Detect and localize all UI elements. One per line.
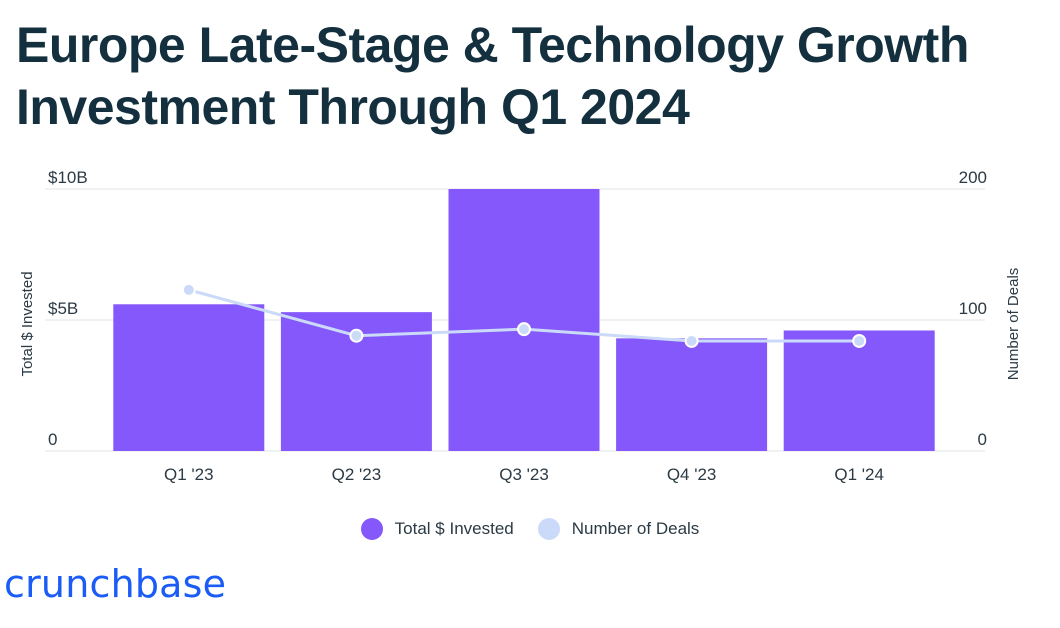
legend-label-invested: Total $ Invested xyxy=(394,519,514,538)
bar xyxy=(783,330,935,451)
deals-point xyxy=(349,328,364,343)
legend-item-deals[interactable]: Number of Deals xyxy=(537,518,700,540)
combo-chart: 0 $5B $10B 0 100 200 Total $ Invested Number of… xyxy=(19,168,1022,484)
deals-point xyxy=(517,322,531,337)
y-right-tick-label: 100 xyxy=(959,299,987,318)
y-left-axis-title: Total $ Invested xyxy=(19,271,36,376)
deals-point xyxy=(181,282,196,297)
legend-label-deals: Number of Deals xyxy=(571,519,700,538)
x-tick-label: Q1 '23 xyxy=(164,465,214,484)
deals-point xyxy=(852,333,867,348)
y-right-tick-label: 200 xyxy=(959,168,987,187)
line-series xyxy=(181,282,867,348)
y-right-axis-title: Number of Deals xyxy=(1005,268,1022,381)
legend-item-invested[interactable]: Total $ Invested xyxy=(360,518,514,540)
deals-point xyxy=(684,333,699,348)
legend-swatch-invested xyxy=(360,518,383,540)
bar xyxy=(448,189,600,451)
axes: 0 $5B $10B 0 100 200 Total $ Invested Number of… xyxy=(19,168,1022,484)
legend-swatch-deals xyxy=(537,518,560,540)
x-tick-label: Q4 '23 xyxy=(667,465,717,484)
x-tick-label: Q3 '23 xyxy=(499,465,549,484)
bar-series xyxy=(113,189,935,451)
legend: Total $ Invested Number of Deals xyxy=(0,518,1060,540)
chart-title: Europe Late-Stage & Technology Growth In… xyxy=(16,17,969,135)
y-right-tick-label: 0 xyxy=(978,430,987,449)
y-left-tick-label: $10B xyxy=(48,168,88,187)
x-tick-label: Q1 '24 xyxy=(834,465,884,484)
bar xyxy=(113,304,265,451)
bar xyxy=(616,338,768,451)
y-left-tick-label: 0 xyxy=(48,430,57,449)
crunchbase-logo: crunchbase xyxy=(4,562,227,606)
y-left-tick-label: $5B xyxy=(48,299,78,318)
x-tick-label: Q2 '23 xyxy=(332,465,382,484)
